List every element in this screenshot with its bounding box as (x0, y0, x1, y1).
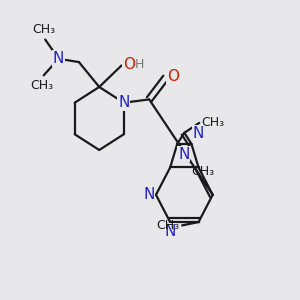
Text: CH₃: CH₃ (31, 79, 54, 92)
Text: O: O (123, 57, 135, 72)
Text: ·H: ·H (131, 58, 145, 71)
Text: N: N (178, 146, 190, 161)
Text: N: N (143, 187, 154, 202)
Text: CH₃: CH₃ (157, 219, 180, 232)
Text: CH₃: CH₃ (192, 165, 215, 178)
Text: N: N (192, 126, 204, 141)
Text: N: N (118, 95, 130, 110)
Text: N: N (164, 224, 176, 239)
Text: CH₃: CH₃ (201, 116, 224, 129)
Text: O: O (167, 69, 179, 84)
Text: CH₃: CH₃ (32, 22, 55, 35)
Text: N: N (53, 51, 64, 66)
